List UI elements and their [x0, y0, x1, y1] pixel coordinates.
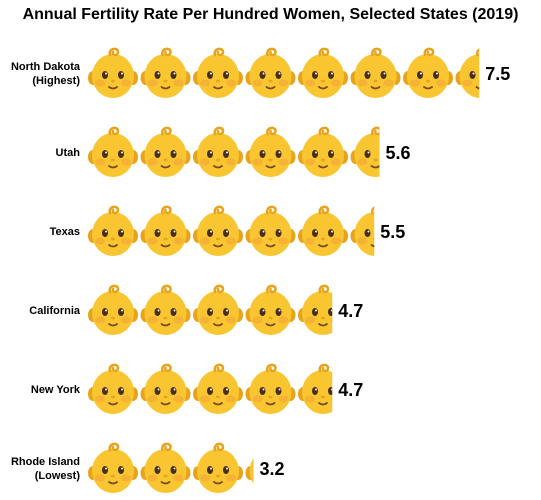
baby-face-icon	[193, 126, 243, 179]
baby-face-icon	[245, 47, 296, 100]
baby-face-icon	[88, 363, 138, 416]
baby-face-icon	[298, 205, 348, 258]
baby-face-icon	[193, 47, 243, 100]
icon-bar	[88, 205, 375, 258]
value-label: 5.6	[386, 143, 411, 163]
value-label: 3.2	[260, 459, 285, 479]
baby-face-icon	[193, 363, 243, 416]
baby-face-icon	[193, 205, 243, 258]
baby-face-icon	[245, 205, 296, 258]
baby-face-icon	[245, 363, 296, 416]
icon-bar	[88, 47, 480, 100]
baby-face-icon	[298, 126, 348, 179]
chart-row: Texas 5.5	[50, 205, 405, 258]
chart-row: Utah 5.6	[56, 126, 411, 179]
baby-face-icon	[88, 47, 138, 100]
category-label: Rhode Island	[11, 456, 80, 468]
baby-face-icon	[193, 284, 243, 337]
category-label: (Highest)	[32, 75, 80, 87]
chart-row: Rhode Island (Lowest) 3.2	[11, 442, 285, 495]
baby-face-icon	[350, 47, 401, 100]
category-label: California	[29, 305, 81, 317]
baby-face-icon	[140, 284, 191, 337]
value-label: 7.5	[485, 64, 510, 84]
icon-bar	[88, 363, 333, 416]
category-label: (Lowest)	[35, 470, 81, 482]
chart-row: California 4.7	[29, 284, 363, 337]
baby-face-icon	[140, 363, 191, 416]
baby-face-icon	[140, 205, 191, 258]
baby-face-icon	[140, 47, 191, 100]
category-label: Utah	[56, 147, 81, 159]
baby-face-icon	[245, 126, 296, 179]
baby-face-icon	[88, 205, 138, 258]
chart-row: New York 4.7	[31, 363, 363, 416]
baby-face-icon	[140, 126, 191, 179]
icon-bar	[88, 284, 333, 337]
baby-face-icon	[403, 47, 453, 100]
value-label: 4.7	[338, 301, 363, 321]
category-label: North Dakota	[11, 61, 81, 73]
icon-bar	[88, 126, 380, 179]
baby-face-icon	[245, 284, 296, 337]
baby-face-icon	[88, 284, 138, 337]
baby-face-icon	[88, 126, 138, 179]
category-label: New York	[31, 384, 81, 396]
category-label: Texas	[50, 226, 80, 238]
chart-row: North Dakota (Highest) 7.5	[11, 47, 510, 100]
baby-face-icon	[88, 442, 138, 495]
baby-face-icon	[140, 442, 191, 495]
value-label: 5.5	[380, 222, 405, 242]
baby-face-icon	[298, 47, 348, 100]
chart-title: Annual Fertility Rate Per Hundred Women,…	[22, 6, 519, 23]
baby-face-icon	[193, 442, 243, 495]
value-label: 4.7	[338, 380, 363, 400]
